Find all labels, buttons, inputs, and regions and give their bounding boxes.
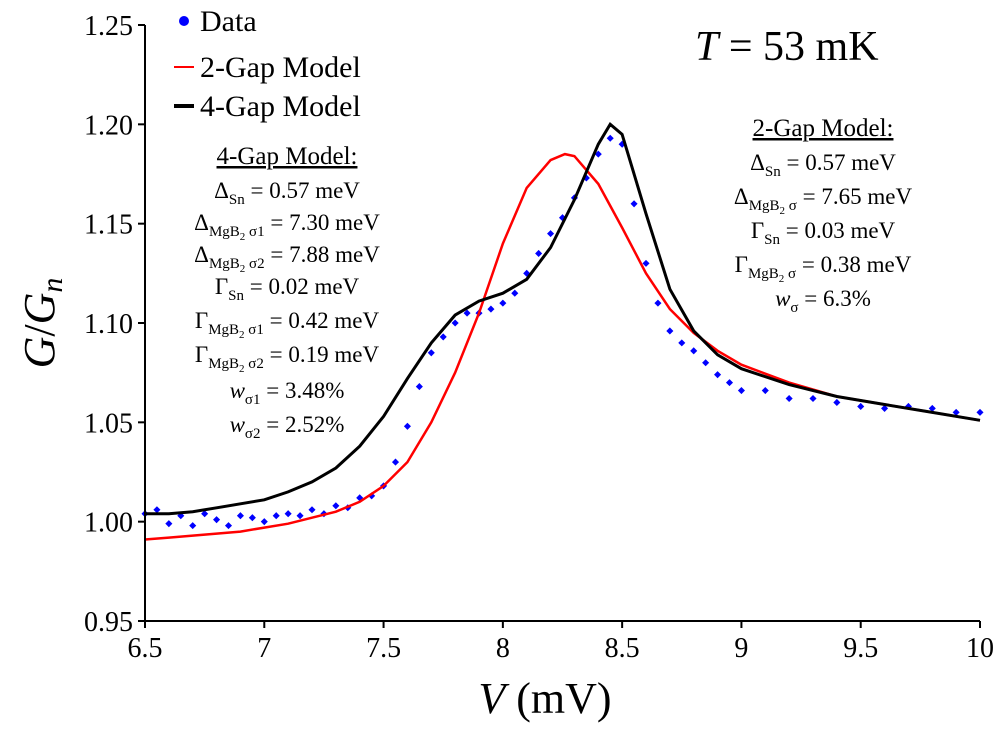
- data-point: [499, 299, 507, 307]
- data-point: [535, 249, 543, 258]
- data-point: [702, 359, 710, 367]
- data-point: [809, 394, 817, 403]
- data-point: [463, 309, 471, 317]
- data-point: [737, 387, 745, 395]
- four-gap-delta-s1: ΔMgB2 σ1 = 7.30 meV: [194, 210, 380, 243]
- four-gap-parameters: 4-Gap Model: ΔSn = 0.57 meV ΔMgB2 σ1 = 7…: [194, 143, 380, 442]
- two-gap-gamma-sn: ΓSn = 0.03 meV: [751, 218, 896, 248]
- data-point: [439, 333, 447, 341]
- data-point: [332, 502, 340, 510]
- legend-data-label: Data: [200, 5, 257, 38]
- four-gap-delta-sn: ΔSn = 0.57 meV: [214, 178, 360, 208]
- data-point: [165, 520, 173, 528]
- two-gap-delta-s: ΔMgB2 σ = 7.65 meV: [734, 184, 913, 217]
- x-tick-labels: 6.5 7 7.5 8 8.5 9 9.5 10: [128, 621, 994, 664]
- data-point: [690, 347, 698, 355]
- data-point: [714, 371, 722, 379]
- four-gap-gamma-s1: ΓMgB2 σ1 = 0.42 meV: [195, 308, 380, 341]
- y-tick-labels: 0.95 1.00 1.05 1.10 1.15 1.20 1.25: [84, 11, 145, 638]
- y-tick-label: 1.05: [84, 408, 133, 439]
- data-point: [236, 512, 244, 520]
- data-point: [630, 200, 638, 208]
- x-tick-label: 9: [734, 633, 748, 664]
- plot-area: [141, 122, 984, 541]
- y-tick-label: 0.95: [84, 607, 133, 638]
- temperature-label: T = 53 mK: [695, 24, 879, 70]
- data-point: [725, 379, 734, 387]
- x-tick-label: 10: [966, 633, 994, 664]
- data-point: [761, 387, 769, 395]
- data-point: [189, 522, 197, 530]
- data-point: [976, 408, 984, 416]
- data-point: [403, 422, 411, 430]
- x-tick-label: 8.5: [605, 633, 640, 664]
- data-point: [881, 404, 889, 412]
- x-axis-title: V (mV): [478, 674, 611, 723]
- x-tick-label: 7.5: [366, 633, 401, 664]
- data-point: [415, 383, 423, 391]
- y-tick-label: 1.00: [84, 508, 133, 539]
- data-point: [642, 259, 650, 267]
- y-axis-title: G/Gn: [15, 278, 69, 369]
- four-gap-model-line: [145, 122, 981, 516]
- data-point: [833, 398, 841, 407]
- y-tick-label: 1.25: [84, 11, 133, 42]
- data-point: [296, 512, 304, 520]
- y-tick-label: 1.20: [84, 110, 133, 141]
- two-gap-parameters: 2-Gap Model: ΔSn = 0.57 meV ΔMgB2 σ = 7.…: [734, 115, 913, 316]
- four-gap-gamma-s2: ΓMgB2 σ2 = 0.19 meV: [195, 342, 380, 375]
- data-point: [153, 506, 161, 514]
- data-point: [260, 518, 268, 526]
- x-tick-label: 6.5: [128, 633, 163, 664]
- data-point: [785, 394, 793, 403]
- data-point: [511, 289, 519, 297]
- y-tick-label: 1.15: [84, 210, 133, 241]
- four-gap-w1: wσ1 = 3.48%: [230, 378, 345, 408]
- data-point: [201, 510, 209, 518]
- two-gap-w: wσ = 6.3%: [775, 286, 871, 316]
- data-point: [666, 327, 674, 335]
- data-point: [487, 305, 495, 313]
- four-gap-gamma-sn: ΓSn = 0.02 meV: [215, 274, 360, 304]
- four-gap-delta-s2: ΔMgB2 σ2 = 7.88 meV: [194, 242, 380, 275]
- x-tick-label: 7: [257, 633, 271, 664]
- data-point: [547, 230, 555, 238]
- legend-4gap-label: 4-Gap Model: [200, 90, 361, 123]
- two-gap-gamma-s: ΓMgB2 σ = 0.38 meV: [735, 252, 912, 285]
- data-point: [594, 150, 602, 158]
- data-point: [678, 339, 686, 347]
- data-point: [427, 349, 435, 357]
- data-point: [224, 522, 233, 530]
- data-point: [857, 402, 865, 410]
- legend: Data 2-Gap Model 4-Gap Model: [174, 5, 361, 123]
- data-point: [248, 514, 256, 522]
- data-point: [284, 510, 292, 518]
- y-tick-label: 1.10: [84, 309, 133, 340]
- four-gap-w2: wσ2 = 2.52%: [230, 412, 345, 442]
- data-point: [451, 319, 459, 327]
- legend-2gap-label: 2-Gap Model: [200, 51, 361, 84]
- x-tick-label: 9.5: [843, 633, 878, 664]
- two-gap-model-line: [144, 152, 981, 541]
- two-gap-delta-sn: ΔSn = 0.57 meV: [750, 150, 896, 180]
- x-tick-label: 8: [496, 633, 510, 664]
- data-point: [213, 516, 221, 524]
- data-point: [928, 404, 936, 412]
- data-point: [272, 512, 280, 520]
- data-point: [606, 134, 614, 142]
- two-gap-title: 2-Gap Model:: [753, 115, 894, 142]
- data-point: [308, 506, 316, 514]
- data-point: [391, 458, 400, 466]
- data-point: [654, 299, 662, 307]
- legend-data-marker: [179, 16, 189, 26]
- four-gap-title: 4-Gap Model:: [217, 143, 358, 170]
- data-point: [952, 408, 960, 416]
